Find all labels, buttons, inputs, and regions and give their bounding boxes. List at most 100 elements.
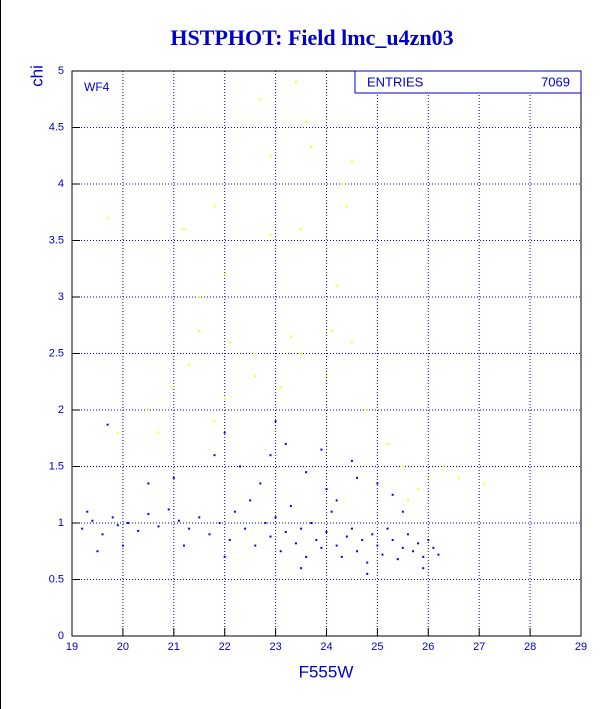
point	[233, 510, 236, 513]
point	[330, 329, 333, 332]
points	[81, 81, 486, 575]
point	[116, 524, 119, 527]
point	[391, 538, 394, 541]
point	[269, 454, 272, 457]
point	[182, 228, 185, 231]
point	[269, 233, 272, 236]
point	[325, 488, 328, 491]
point	[254, 352, 257, 355]
point	[300, 228, 303, 231]
x-tick-label: 25	[371, 641, 383, 653]
point	[96, 550, 99, 553]
point	[269, 154, 272, 157]
y-tick-label: 3	[58, 291, 64, 303]
stats-value: 7069	[541, 74, 570, 89]
point	[147, 512, 150, 515]
x-tick-label: 27	[473, 641, 485, 653]
point	[137, 529, 140, 532]
point	[213, 420, 216, 423]
point	[116, 431, 119, 434]
point	[218, 522, 221, 524]
point	[386, 442, 389, 445]
point	[325, 531, 328, 534]
point	[223, 555, 226, 558]
point	[269, 535, 272, 538]
point	[254, 375, 257, 378]
point	[325, 375, 328, 378]
point	[198, 329, 201, 332]
point	[300, 352, 303, 355]
point	[305, 471, 308, 474]
point	[289, 505, 292, 508]
point	[340, 183, 343, 185]
point	[350, 459, 353, 462]
point	[457, 476, 460, 479]
point	[126, 522, 129, 524]
point	[350, 341, 353, 344]
point	[356, 476, 359, 479]
x-tick-label: 21	[168, 641, 180, 653]
point	[259, 98, 262, 101]
y-tick-label: 2	[58, 404, 64, 416]
point	[223, 431, 226, 434]
point	[340, 555, 343, 558]
point	[147, 409, 150, 411]
point	[228, 341, 231, 344]
point	[86, 510, 89, 513]
point	[305, 555, 308, 558]
point	[157, 525, 160, 528]
point	[294, 542, 297, 545]
point	[244, 527, 247, 530]
y-tick-label: 1	[58, 517, 64, 529]
point	[223, 397, 226, 400]
y-axis-label: chi	[27, 65, 46, 87]
point	[437, 553, 440, 556]
y-tick-label: 1.5	[49, 460, 64, 472]
point	[91, 519, 94, 522]
point	[345, 205, 348, 208]
point	[442, 465, 445, 468]
point	[157, 431, 160, 434]
point	[335, 284, 338, 287]
point	[279, 550, 282, 553]
x-axis-label: F555W	[299, 662, 354, 681]
point	[213, 205, 216, 208]
y-tick-label: 0	[58, 630, 64, 642]
x-tick-label: 24	[320, 641, 332, 653]
point	[284, 531, 287, 534]
point	[483, 482, 486, 485]
y-tick-label: 4	[58, 178, 64, 190]
y-tick-label: 5	[58, 65, 64, 77]
point	[223, 273, 226, 276]
plot-frame	[71, 70, 582, 637]
x-tick-label: 29	[575, 641, 587, 653]
point	[376, 544, 379, 547]
point	[406, 499, 409, 502]
point	[335, 544, 338, 547]
point	[172, 386, 175, 389]
point	[101, 533, 104, 536]
point	[401, 510, 404, 513]
point	[198, 516, 201, 519]
y-tick-label: 4.5	[49, 121, 64, 133]
point	[315, 538, 318, 541]
point	[366, 409, 369, 411]
chart-title: HSTPHOT: Field lmc_u4zn03	[170, 25, 453, 50]
x-tick-label: 28	[524, 641, 536, 653]
point	[228, 538, 231, 541]
point	[274, 420, 277, 423]
point	[422, 567, 425, 570]
point	[279, 386, 282, 389]
point	[432, 546, 435, 549]
point	[366, 561, 369, 564]
point	[310, 522, 313, 524]
point	[294, 81, 297, 84]
point	[188, 527, 191, 530]
point	[121, 544, 124, 547]
point	[350, 527, 353, 530]
point	[406, 533, 409, 536]
point	[371, 533, 374, 536]
y-tick-label: 2.5	[49, 347, 64, 359]
point	[300, 527, 303, 530]
point	[172, 476, 175, 479]
